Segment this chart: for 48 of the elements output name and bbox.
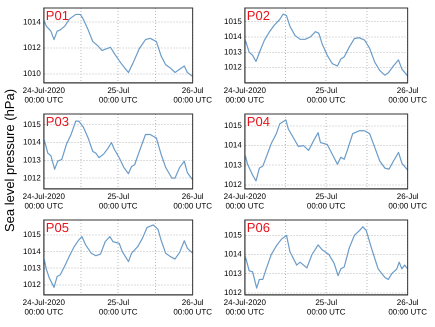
x-tick-label: 24-Jul-2020 00:00 UTC xyxy=(224,192,266,210)
y-tick-label: 1014 xyxy=(23,138,42,147)
y-tick-label: 1013 xyxy=(23,156,42,165)
chart-title: P05 xyxy=(46,220,69,236)
y-tick-label: 1010 xyxy=(23,68,42,78)
x-tick-label: 24-Jul-2020 00:00 UTC xyxy=(22,298,66,316)
y-axis-title: Sea level pressure (hPa) xyxy=(2,88,17,232)
y-tick-label: 1014 xyxy=(23,17,42,26)
y-tick-label: 1013 xyxy=(23,263,42,272)
y-tick-label: 1012 xyxy=(23,43,42,52)
y-tick-label: 1012 xyxy=(23,173,42,182)
y-tick-label: 1013 xyxy=(224,268,242,278)
y-tick-label: 1012 xyxy=(224,288,242,298)
x-tick-label: 24-Jul-2020 00:00 UTC xyxy=(22,86,66,104)
x-tick-label: 24-Jul-2020 00:00 UTC xyxy=(224,86,266,104)
y-tick-label: 1015 xyxy=(224,230,242,240)
x-tick-label: 25-Jul 00:00 UTC xyxy=(306,192,346,210)
y-tick-label: 1015 xyxy=(23,230,42,240)
chart-title: P04 xyxy=(246,114,270,130)
y-tick-label: 1015 xyxy=(224,121,242,130)
x-tick-label: 26-Jul 00:00 UTC xyxy=(388,86,428,104)
y-tick-label: 1014 xyxy=(23,246,42,256)
x-tick-label: 25-Jul 00:00 UTC xyxy=(98,86,138,104)
x-tick-label: 26-Jul 00:00 UTC xyxy=(388,192,428,210)
y-tick-label: 1015 xyxy=(224,16,242,26)
y-tick-label: 1015 xyxy=(23,120,42,129)
x-tick-label: 26-Jul 00:00 UTC xyxy=(388,298,428,316)
y-tick-label: 1013 xyxy=(224,47,242,56)
chart-title: P03 xyxy=(46,114,69,130)
x-tick-label: 24-Jul-2020 00:00 UTC xyxy=(22,192,66,210)
y-tick-label: 1013 xyxy=(224,160,242,170)
y-tick-label: 1014 xyxy=(224,250,242,259)
y-tick-label: 1012 xyxy=(224,62,242,72)
x-tick-label: 25-Jul 00:00 UTC xyxy=(306,86,346,104)
chart-title: P06 xyxy=(246,220,270,236)
y-tick-label: 1012 xyxy=(224,180,242,190)
x-tick-label: 25-Jul 00:00 UTC xyxy=(306,298,346,316)
x-tick-label: 26-Jul 00:00 UTC xyxy=(173,86,212,104)
x-tick-label: 26-Jul 00:00 UTC xyxy=(173,192,212,210)
chart-title: P02 xyxy=(246,8,270,24)
chart-title: P01 xyxy=(46,8,69,24)
x-tick-label: 25-Jul 00:00 UTC xyxy=(98,192,138,210)
y-tick-label: 1012 xyxy=(23,280,42,290)
x-tick-label: 25-Jul 00:00 UTC xyxy=(98,298,138,316)
x-tick-label: 26-Jul 00:00 UTC xyxy=(173,298,212,316)
x-tick-label: 24-Jul-2020 00:00 UTC xyxy=(224,298,266,316)
y-tick-label: 1014 xyxy=(224,32,242,42)
y-tick-label: 1014 xyxy=(224,140,242,150)
